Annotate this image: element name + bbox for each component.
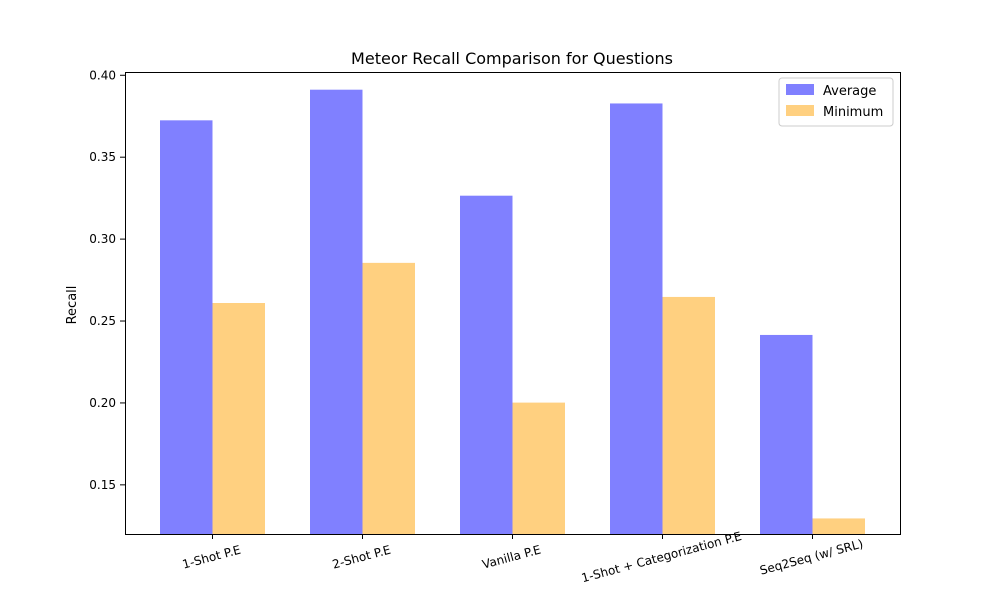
x-tick-label: 1-Shot + Categorization P.E <box>580 529 743 585</box>
bar-minimum-seq2seq-w-srl <box>812 518 865 534</box>
x-axis: 1-Shot P.E 2-Shot P.E Vanilla P.E 1-Shot + … <box>181 529 865 585</box>
bar-minimum-1-shot-categorization-p-e <box>662 296 715 534</box>
bar-average-seq2seq-w-srl <box>760 334 813 534</box>
y-axis: 0.15 0.20 0.25 0.30 0.35 0.40 <box>89 68 125 492</box>
legend-swatch-minimum <box>786 105 814 116</box>
x-tick-label: 1-Shot P.E <box>181 543 242 572</box>
bar-average-1-shot-p-e <box>160 120 213 535</box>
y-tick-label: 0.35 <box>89 150 116 164</box>
y-tick-label: 0.40 <box>89 68 116 82</box>
legend-label-minimum: Minimum <box>823 105 883 120</box>
chart-title: Meteor Recall Comparison for Questions <box>351 49 673 68</box>
bars-group <box>160 89 865 535</box>
bar-minimum-vanilla-p-e <box>512 402 565 534</box>
x-tick-label: 2-Shot P.E <box>331 543 392 572</box>
x-tick-label: Seq2Seq (w/ SRL) <box>758 537 864 578</box>
y-tick-label: 0.30 <box>89 232 116 246</box>
bar-minimum-1-shot-p-e <box>212 303 265 534</box>
y-tick-label: 0.25 <box>89 314 116 328</box>
legend-swatch-average <box>786 84 814 95</box>
bar-average-2-shot-p-e <box>310 89 363 535</box>
bar-minimum-2-shot-p-e <box>362 262 415 534</box>
legend: Average Minimum <box>778 77 894 127</box>
bar-average-vanilla-p-e <box>460 195 513 535</box>
y-tick-label: 0.20 <box>89 396 116 410</box>
y-tick-label: 0.15 <box>89 478 116 492</box>
legend-label-average: Average <box>823 84 876 99</box>
y-axis-label: Recall <box>65 286 80 325</box>
bar-average-1-shot-categorization-p-e <box>610 103 663 534</box>
x-tick-label: Vanilla P.E <box>481 543 543 572</box>
